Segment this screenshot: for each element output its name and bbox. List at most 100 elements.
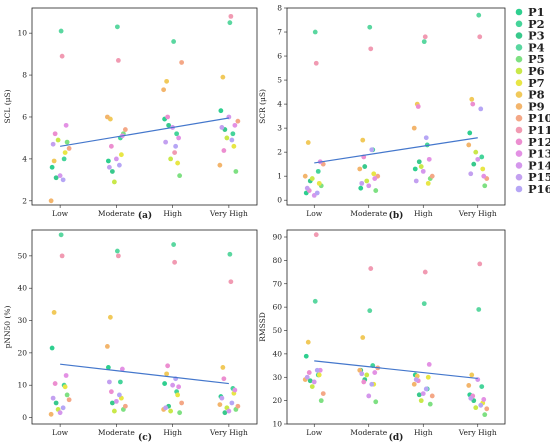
point-p12 <box>306 370 312 375</box>
point-p12 <box>108 143 114 149</box>
point-p16 <box>423 135 429 141</box>
point-p4 <box>312 298 318 304</box>
legend-marker-p4 <box>515 44 523 51</box>
point-p8 <box>305 339 311 345</box>
panel-b: 0 1 2 3 4 5 6 7 8 Low Moderate High Very High SCR (μS… <box>258 4 506 221</box>
legend-marker-p16 <box>515 185 523 193</box>
y-tick-label: 40 <box>272 349 282 358</box>
point-p4 <box>421 301 427 307</box>
point-p15 <box>163 405 169 411</box>
point-p15 <box>106 379 112 385</box>
y-tick-label: 60 <box>272 303 282 312</box>
point-p9 <box>217 402 223 407</box>
legend-label-p7: P7 <box>528 76 545 90</box>
point-p12 <box>165 114 171 120</box>
x-tick-label: High <box>414 209 433 218</box>
point-p7 <box>175 392 181 398</box>
point-p10 <box>66 146 72 151</box>
point-p15 <box>304 185 310 191</box>
point-p15 <box>163 139 169 145</box>
point-p11 <box>115 253 121 259</box>
x-tick-label: High <box>414 428 433 437</box>
trend-line <box>60 117 229 147</box>
point-p14 <box>420 168 426 174</box>
point-p15 <box>106 164 112 170</box>
point-p15 <box>219 395 225 401</box>
point-p7 <box>425 180 431 186</box>
point-p9 <box>302 173 308 179</box>
point-p6 <box>418 398 424 404</box>
point-p8 <box>107 314 113 320</box>
point-p15 <box>50 141 56 147</box>
point-p9 <box>466 383 472 388</box>
plot-frame <box>31 7 258 206</box>
point-p10 <box>429 173 435 179</box>
point-p1 <box>49 345 55 351</box>
x-tick-label: Moderate <box>350 428 388 437</box>
legend-label-p2: P2 <box>528 17 545 31</box>
point-p3 <box>471 161 477 167</box>
point-p6 <box>364 372 370 378</box>
point-p9 <box>411 125 417 131</box>
point-p11 <box>228 13 234 19</box>
point-p7 <box>316 180 322 186</box>
point-p13 <box>481 173 487 179</box>
point-p4 <box>476 307 482 312</box>
point-p14 <box>113 156 119 162</box>
legend-label-p12: P12 <box>528 135 550 149</box>
point-p1 <box>162 381 168 386</box>
point-p3 <box>53 400 59 406</box>
point-p16 <box>60 405 66 411</box>
point-p6 <box>111 408 117 414</box>
point-p3 <box>307 378 313 384</box>
x-tick-label: Moderate <box>98 428 136 437</box>
point-p6 <box>473 405 479 411</box>
point-p9 <box>217 162 223 168</box>
point-p7 <box>118 152 124 158</box>
point-p5 <box>177 173 183 179</box>
y-tick-label: 40 <box>17 284 27 293</box>
y-tick-label: 1 <box>277 172 282 181</box>
point-p11 <box>368 266 374 271</box>
legend-label-p8: P8 <box>528 88 545 102</box>
point-p14 <box>57 410 63 416</box>
legend-label-p5: P5 <box>528 52 545 66</box>
point-p9 <box>357 166 363 172</box>
point-p13 <box>232 122 238 128</box>
point-p16 <box>478 106 484 112</box>
point-p5 <box>427 401 433 407</box>
legend-label-p16: P16 <box>528 182 550 196</box>
y-axis-label: pNN50 (%) <box>3 306 12 349</box>
point-p3 <box>109 400 115 406</box>
point-p13 <box>372 370 378 375</box>
x-tick-label: Very High <box>209 428 248 437</box>
y-tick-label: 30 <box>272 373 282 382</box>
point-p2 <box>479 154 485 160</box>
y-tick-label: 50 <box>17 251 27 260</box>
point-p4 <box>227 251 233 257</box>
point-p10 <box>484 406 490 412</box>
point-p10 <box>122 127 128 132</box>
y-tick-label: 4 <box>22 154 27 163</box>
point-p1 <box>412 166 418 172</box>
x-tick-label: Low <box>306 209 322 218</box>
point-p6 <box>418 164 424 169</box>
point-p2 <box>61 156 67 162</box>
point-p10 <box>235 403 241 409</box>
point-p7 <box>480 166 486 172</box>
point-p13 <box>176 135 182 141</box>
point-p14 <box>113 398 119 404</box>
point-p8 <box>220 74 226 80</box>
point-p6 <box>309 176 315 181</box>
point-p7 <box>175 160 181 166</box>
y-tick-label: 10 <box>17 381 27 390</box>
point-p16 <box>116 392 122 398</box>
point-p7 <box>231 143 237 149</box>
y-tick-label: 10 <box>17 29 27 38</box>
point-p13 <box>63 122 69 128</box>
point-p2 <box>174 131 180 137</box>
point-p15 <box>413 178 419 184</box>
point-p10 <box>179 60 185 65</box>
point-p6 <box>224 135 230 141</box>
point-p9 <box>104 344 110 349</box>
